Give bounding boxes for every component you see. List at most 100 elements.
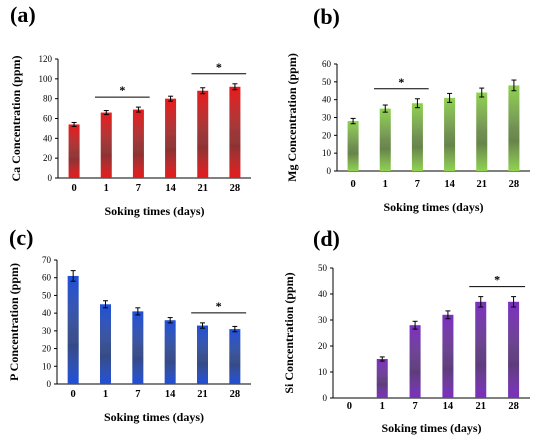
- x-tick-label: 7: [412, 401, 417, 412]
- bar-shade-14: [165, 98, 177, 178]
- x-tick-label: 21: [476, 401, 487, 412]
- x-tick-label: 0: [347, 401, 352, 412]
- y-tick-label: 50: [322, 77, 332, 87]
- y-tick-label: 40: [42, 308, 52, 318]
- x-tick-label: 0: [71, 389, 76, 400]
- bar-shade-21: [197, 90, 209, 178]
- error-bar-14: [447, 92, 453, 103]
- error-bar-21: [200, 322, 205, 329]
- panel-label: (d): [313, 226, 340, 251]
- significance-marker: *: [216, 299, 222, 313]
- error-bar-1: [103, 300, 108, 309]
- bar-shade-28: [229, 329, 241, 384]
- x-tick-label: 1: [383, 179, 388, 190]
- x-tick-label: 14: [165, 183, 176, 194]
- y-tick-label: 40: [322, 95, 332, 105]
- x-axis-title: Soking times (days): [381, 421, 481, 435]
- y-axis-title: Mg Concentration (ppm): [285, 53, 299, 182]
- x-tick-label: 7: [135, 389, 140, 400]
- bar-shade-7: [132, 311, 144, 384]
- bar-shade-14: [164, 320, 176, 384]
- y-tick-label: 10: [42, 361, 52, 371]
- bar-shade-14: [442, 314, 454, 398]
- significance-marker: *: [494, 273, 500, 287]
- error-bar-1: [382, 104, 388, 113]
- bar-shade-7: [132, 109, 144, 178]
- x-tick-label: 21: [198, 183, 209, 194]
- error-bar-7: [414, 98, 420, 109]
- error-bar-7: [135, 106, 141, 113]
- error-bar-21: [479, 87, 485, 98]
- error-bar-1: [103, 110, 109, 116]
- error-bar-21: [200, 87, 206, 95]
- x-tick-label: 0: [71, 183, 76, 194]
- y-tick-label: 70: [42, 255, 52, 265]
- y-tick-label: 20: [43, 153, 53, 163]
- x-tick-label: 21: [477, 179, 488, 190]
- x-tick-label: 7: [136, 183, 141, 194]
- error-bar-7: [412, 320, 418, 330]
- x-tick-label: 14: [444, 179, 455, 190]
- panel-label: (b): [313, 4, 340, 29]
- bar-shade-1: [376, 359, 388, 398]
- x-tick-label: 14: [443, 401, 454, 412]
- error-bar-28: [232, 83, 238, 91]
- y-axis-title: P Concentration (ppm): [7, 263, 21, 381]
- x-tick-label: 28: [509, 179, 520, 190]
- bar-shade-0: [67, 275, 79, 384]
- error-bar-0: [350, 117, 356, 125]
- x-tick-label: 1: [103, 389, 108, 400]
- bar-shade-1: [379, 108, 391, 171]
- bar-shade-21: [475, 301, 487, 398]
- y-tick-label: 60: [43, 114, 53, 124]
- bar-shade-7: [409, 325, 421, 398]
- panel-label: (a): [10, 2, 36, 27]
- significance-marker: *: [119, 83, 125, 97]
- y-tick-label: 0: [327, 166, 332, 176]
- x-tick-label: 7: [415, 179, 420, 190]
- y-tick-label: 120: [39, 54, 53, 64]
- y-tick-label: 20: [42, 344, 52, 354]
- error-bar-28: [511, 79, 517, 92]
- error-bar-0: [70, 270, 76, 282]
- y-tick-label: 10: [318, 367, 328, 377]
- error-bar-1: [379, 356, 385, 362]
- bar-shade-21: [476, 92, 488, 171]
- x-tick-label: 0: [350, 179, 355, 190]
- bar-shade-0: [68, 124, 80, 178]
- chart-panel-a: (a) 0 20 40 60 80 100 120 0 1 7 14 21 28 * * Soking time…: [9, 2, 251, 218]
- chart-panel-b: (b) 0 10 20 30 40 50 60 0 1 7 14 21 28 * Soking times (…: [285, 4, 530, 214]
- error-bar-14: [168, 95, 174, 102]
- bar-shade-28: [508, 85, 520, 171]
- y-tick-label: 20: [318, 341, 328, 351]
- bar-shade-7: [411, 103, 423, 171]
- error-bar-14: [167, 317, 173, 324]
- y-tick-label: 80: [43, 94, 53, 104]
- y-tick-label: 0: [323, 393, 328, 403]
- y-tick-label: 0: [47, 379, 52, 389]
- error-bar-28: [511, 296, 517, 308]
- y-tick-label: 20: [322, 130, 332, 140]
- bar-shade-28: [508, 301, 520, 398]
- bar-shade-28: [229, 86, 241, 178]
- bar-shade-14: [444, 97, 456, 171]
- y-tick-label: 60: [42, 273, 52, 283]
- x-axis-title: Soking times (days): [104, 410, 204, 424]
- y-tick-label: 0: [48, 173, 53, 183]
- x-axis-title: Soking times (days): [383, 200, 483, 214]
- y-tick-label: 30: [322, 113, 332, 123]
- y-tick-label: 40: [318, 289, 328, 299]
- significance-marker: *: [398, 75, 404, 89]
- error-bar-21: [478, 296, 484, 308]
- y-tick-label: 30: [318, 315, 328, 325]
- bar-shade-1: [100, 304, 111, 384]
- panel-label: (c): [9, 225, 33, 250]
- x-tick-label: 28: [230, 389, 241, 400]
- x-tick-label: 1: [380, 401, 385, 412]
- y-tick-label: 30: [42, 326, 52, 336]
- y-tick-label: 50: [318, 263, 328, 273]
- y-tick-label: 50: [42, 290, 52, 300]
- error-bar-0: [71, 121, 77, 127]
- x-tick-label: 28: [508, 401, 519, 412]
